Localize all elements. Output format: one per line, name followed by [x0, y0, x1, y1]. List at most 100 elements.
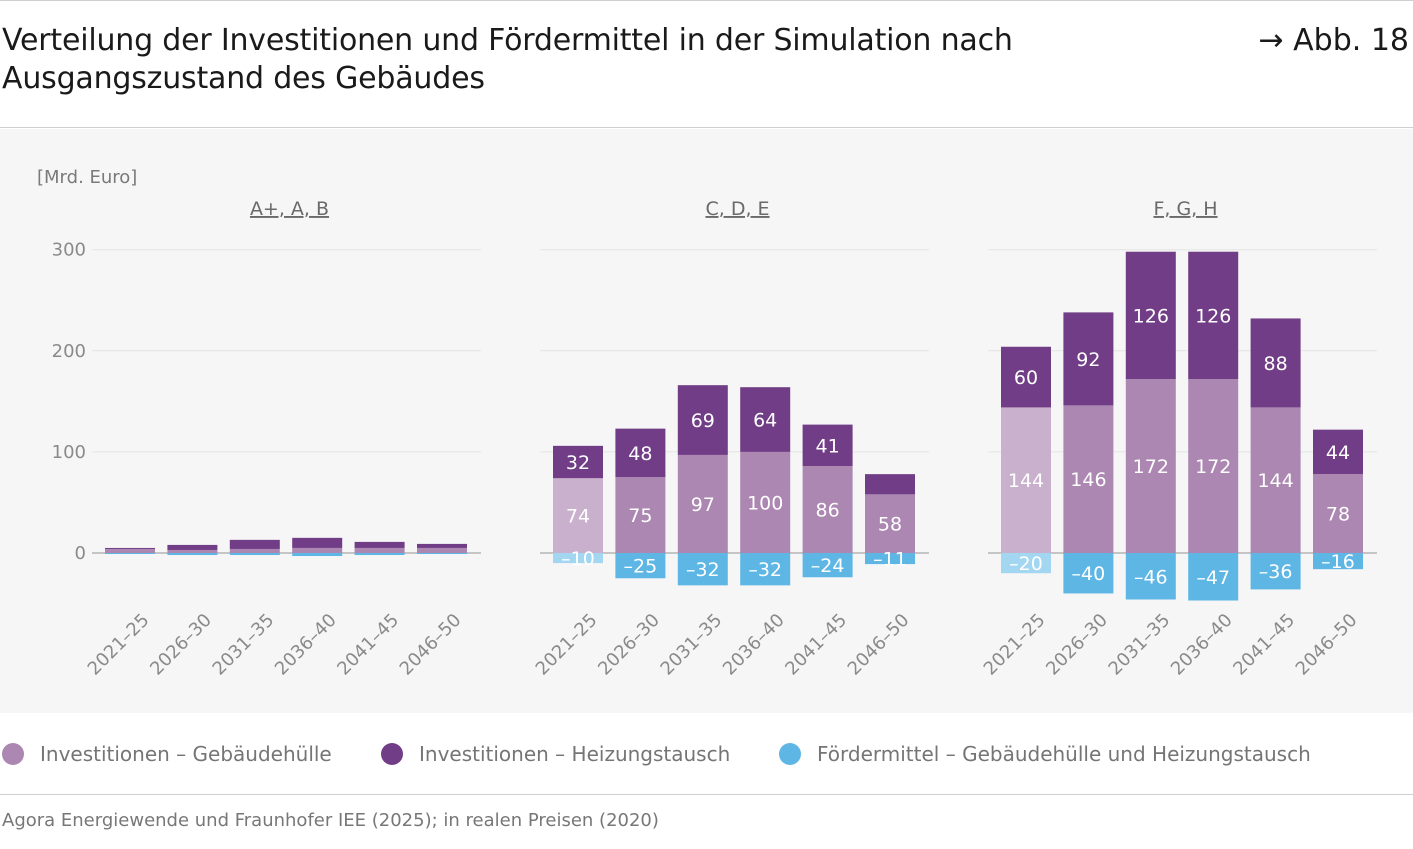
bar-segment — [417, 553, 467, 555]
x-tick-label: 2031–35 — [657, 610, 727, 680]
bar-segment — [802, 424, 853, 467]
data-label: 144 — [1257, 470, 1293, 492]
data-label: 44 — [1326, 442, 1350, 464]
x-tick-label: 2041–45 — [1229, 610, 1299, 680]
chart-title: Verteilung der Investitionen und Förderm… — [2, 23, 1013, 96]
x-tick-label: 2036–40 — [719, 610, 789, 680]
bar-segment — [292, 553, 343, 557]
x-tick-label: 2026–30 — [146, 610, 216, 680]
legend-label: Investitionen – Heizungstausch — [419, 742, 731, 766]
bar-segment — [740, 451, 791, 553]
data-label: –10 — [561, 548, 595, 570]
x-tick-label: 2021–25 — [980, 610, 1050, 680]
bar-segment — [1063, 405, 1114, 553]
bar-segment — [1250, 553, 1301, 590]
data-label: 172 — [1195, 456, 1231, 478]
data-label: 41 — [816, 435, 840, 457]
legend: Investitionen – Gebäudehülle Investition… — [0, 734, 1413, 774]
panel-title: F, G, H — [1153, 198, 1217, 220]
data-label: 126 — [1133, 305, 1169, 327]
bar-segment — [229, 548, 280, 553]
bar-segment — [1001, 407, 1051, 553]
bar-segment — [1188, 553, 1239, 601]
bar-segment — [354, 553, 405, 556]
bar-segment — [677, 553, 728, 586]
data-label: 97 — [691, 494, 715, 516]
data-label: –32 — [748, 559, 782, 581]
data-label: –36 — [1259, 561, 1293, 583]
bar-segment — [553, 478, 603, 553]
data-label: 172 — [1133, 456, 1169, 478]
bar-segment — [677, 454, 728, 553]
data-label: 92 — [1076, 349, 1100, 371]
data-label: –11 — [873, 549, 907, 571]
x-tick-label: 2026–30 — [1042, 610, 1112, 680]
bar-segment — [1188, 379, 1239, 553]
y-tick-label: 100 — [52, 442, 86, 463]
data-label: –40 — [1072, 563, 1106, 585]
data-label: 146 — [1070, 469, 1106, 491]
figure-reference-link[interactable]: → Abb. 18 — [1258, 23, 1409, 58]
bar-segment — [1188, 251, 1239, 380]
bar-segment — [1313, 553, 1363, 570]
bar-segment — [1001, 346, 1051, 408]
y-tick-label: 300 — [52, 240, 86, 261]
legend-item-gebaeudehuelle: Investitionen – Gebäudehülle — [2, 734, 332, 774]
bar-segment — [229, 539, 280, 549]
data-label: 78 — [1326, 504, 1350, 526]
bar-segment — [1313, 429, 1363, 475]
data-label: –24 — [811, 555, 845, 577]
top-rule — [0, 0, 1413, 1]
bar-segment — [865, 553, 915, 565]
bar-segment — [740, 553, 791, 586]
bar-segment — [1063, 312, 1114, 406]
x-tick-label: 2046–50 — [1292, 610, 1362, 680]
header-rule — [0, 127, 1413, 128]
bar-segment — [1250, 318, 1301, 408]
data-label: 75 — [628, 505, 652, 527]
legend-swatch-gebaeudehuelle — [2, 743, 24, 765]
y-tick-label: 0 — [75, 543, 86, 564]
bar-segment — [802, 553, 853, 578]
x-tick-label: 2031–35 — [1105, 610, 1175, 680]
bar-segment — [292, 537, 343, 548]
x-tick-label: 2046–50 — [396, 610, 466, 680]
bar-segment — [553, 445, 603, 479]
bar-segment — [865, 474, 915, 495]
bar-segment — [1125, 379, 1176, 553]
y-tick-label: 200 — [52, 341, 86, 362]
bar-segment — [292, 547, 343, 553]
panel-title: C, D, E — [705, 198, 769, 220]
data-label: –47 — [1196, 567, 1230, 589]
bar-segment — [105, 553, 155, 555]
bar-segment — [1063, 553, 1114, 594]
data-label: 69 — [691, 410, 715, 432]
legend-item-heizungstausch: Investitionen – Heizungstausch — [381, 734, 730, 774]
legend-label: Fördermittel – Gebäudehülle und Heizungs… — [817, 742, 1311, 766]
bar-segment — [802, 466, 853, 553]
data-label: 58 — [878, 514, 902, 536]
y-axis-unit-label: [Mrd. Euro] — [37, 167, 137, 188]
bar-segment — [417, 543, 467, 548]
data-label: 64 — [753, 410, 777, 432]
data-label: –25 — [624, 556, 658, 578]
bar-segment — [354, 547, 405, 553]
bar-segment — [1125, 553, 1176, 600]
bar-segment — [105, 547, 155, 549]
x-tick-label: 2041–45 — [781, 610, 851, 680]
x-tick-label: 2041–45 — [333, 610, 403, 680]
data-label: 126 — [1195, 305, 1231, 327]
legend-label: Investitionen – Gebäudehülle — [40, 742, 332, 766]
bar-segment — [553, 553, 603, 564]
data-label: –20 — [1009, 553, 1043, 575]
source-note: Agora Energiewende und Fraunhofer IEE (2… — [2, 810, 659, 831]
legend-item-foerdermittel: Fördermittel – Gebäudehülle und Heizungs… — [779, 734, 1311, 774]
bar-segment — [417, 547, 467, 553]
legend-swatch-heizungstausch — [381, 743, 403, 765]
bar-segment — [740, 387, 791, 452]
data-label: 100 — [747, 492, 783, 514]
x-tick-label: 2036–40 — [1167, 610, 1237, 680]
bar-segment — [167, 549, 218, 553]
bar-segment — [167, 553, 218, 556]
